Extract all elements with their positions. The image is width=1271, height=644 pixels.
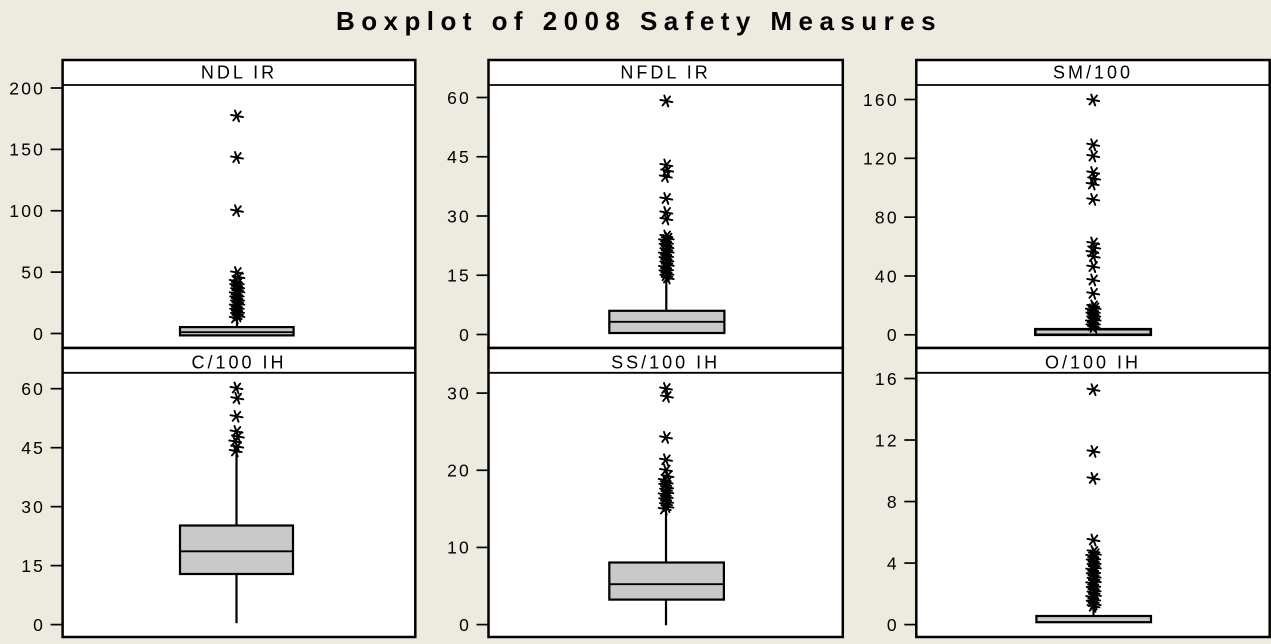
svg-text:30: 30: [21, 497, 45, 517]
svg-text:150: 150: [9, 140, 45, 160]
svg-text:8: 8: [887, 492, 899, 512]
svg-text:30: 30: [447, 206, 471, 226]
svg-text:SS/100 IH: SS/100 IH: [611, 352, 720, 372]
svg-text:15: 15: [21, 556, 45, 576]
svg-text:0: 0: [459, 615, 471, 635]
svg-text:80: 80: [875, 207, 899, 227]
svg-text:10: 10: [447, 538, 471, 558]
svg-text:C/100 IH: C/100 IH: [191, 352, 286, 372]
svg-text:30: 30: [447, 383, 471, 403]
svg-text:20: 20: [447, 461, 471, 481]
svg-text:0: 0: [33, 615, 45, 635]
svg-text:45: 45: [447, 147, 471, 167]
svg-text:45: 45: [21, 438, 45, 458]
svg-text:NDL IR: NDL IR: [201, 63, 277, 83]
svg-text:0: 0: [33, 324, 45, 344]
svg-text:4: 4: [887, 553, 899, 573]
svg-text:40: 40: [875, 266, 899, 286]
svg-text:16: 16: [875, 369, 899, 389]
svg-text:160: 160: [863, 90, 899, 110]
svg-text:12: 12: [875, 430, 899, 450]
svg-text:0: 0: [887, 325, 899, 345]
svg-text:NFDL IR: NFDL IR: [620, 63, 710, 83]
svg-text:Boxplot of 2008 Safety Measure: Boxplot of 2008 Safety Measures: [336, 6, 942, 36]
svg-text:O/100 IH: O/100 IH: [1045, 352, 1141, 372]
svg-text:120: 120: [863, 149, 899, 169]
svg-text:200: 200: [9, 78, 45, 98]
svg-text:60: 60: [447, 88, 471, 108]
svg-text:SM/100: SM/100: [1053, 63, 1133, 83]
svg-text:50: 50: [21, 262, 45, 282]
svg-text:100: 100: [9, 201, 45, 221]
svg-text:15: 15: [447, 266, 471, 286]
svg-text:0: 0: [459, 325, 471, 345]
svg-text:0: 0: [887, 615, 899, 635]
svg-text:60: 60: [21, 379, 45, 399]
